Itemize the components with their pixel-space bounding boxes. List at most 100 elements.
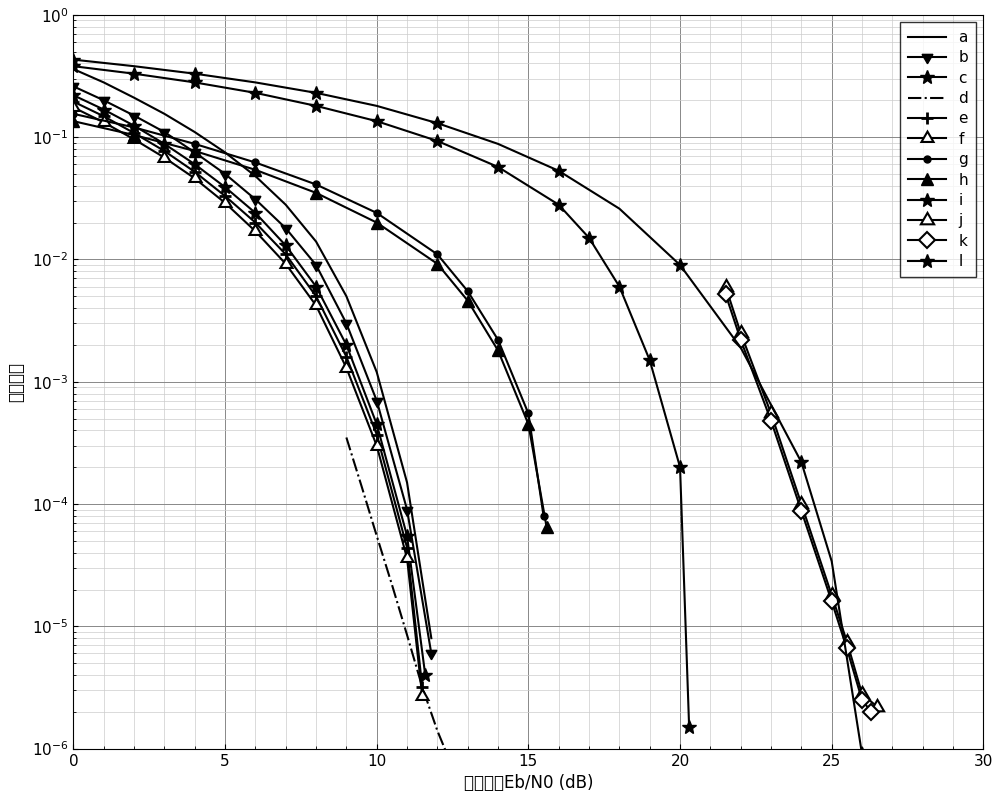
l [674,260,686,270]
h [462,296,474,305]
k [826,597,838,606]
Line: e: e [67,95,428,693]
f [416,691,428,701]
f [219,198,231,208]
e [158,146,170,156]
i [371,117,383,126]
j [826,590,838,600]
a [310,237,322,246]
k [720,289,732,299]
e [98,112,110,121]
c [340,340,352,350]
g [189,139,201,149]
c [280,240,292,250]
d [371,531,383,541]
j [841,637,853,646]
i [249,88,261,97]
f [189,173,201,183]
l [310,88,322,97]
d [416,682,428,692]
i [492,162,504,172]
f [310,300,322,310]
j [795,499,807,509]
Y-axis label: 误比特率: 误比特率 [7,362,25,402]
h [67,117,79,126]
j [765,408,777,418]
f [371,441,383,451]
i [67,62,79,71]
l [189,69,201,78]
i [310,101,322,111]
c [401,531,413,541]
h [522,419,534,429]
j [735,328,747,338]
f [249,226,261,236]
c [189,160,201,169]
f [128,134,140,144]
b [401,505,413,515]
a [280,200,292,209]
h [541,522,553,531]
i [683,722,695,732]
g [371,208,383,217]
b [340,319,352,328]
a [189,127,201,137]
d [447,763,459,773]
l [735,343,747,352]
c [249,208,261,217]
j [871,702,883,712]
Line: c: c [66,88,432,682]
i [189,78,201,87]
h [431,259,443,268]
l [249,78,261,87]
e [416,682,428,692]
h [371,218,383,228]
e [280,249,292,259]
h [492,346,504,356]
e [67,97,79,106]
e [189,167,201,177]
a [371,368,383,377]
e [371,430,383,439]
c [98,105,110,114]
g [522,408,534,418]
f [340,363,352,372]
X-axis label: 信噪比：Eb/N0 (dB): 信噪比：Eb/N0 (dB) [464,774,593,792]
e [249,218,261,228]
a [158,109,170,118]
i [674,463,686,472]
h [189,146,201,156]
f [67,102,79,112]
l [431,118,443,128]
l [371,101,383,111]
g [431,249,443,259]
c [419,670,431,680]
k [865,707,877,717]
l [553,166,565,176]
k [735,335,747,344]
Line: a: a [73,69,431,638]
c [158,139,170,149]
b [249,194,261,204]
g [462,286,474,296]
b [219,169,231,179]
Line: k: k [720,288,877,718]
g [538,511,550,521]
a [98,78,110,87]
k [765,416,777,426]
b [310,260,322,270]
d [401,630,413,640]
i [431,136,443,145]
Line: f: f [66,101,429,703]
l [67,55,79,65]
e [401,543,413,552]
h [128,130,140,140]
c [67,90,79,100]
g [249,157,261,167]
a [425,634,437,643]
f [280,259,292,268]
l [492,139,504,149]
Line: l: l [66,53,869,761]
j [856,690,868,699]
a [128,93,140,102]
